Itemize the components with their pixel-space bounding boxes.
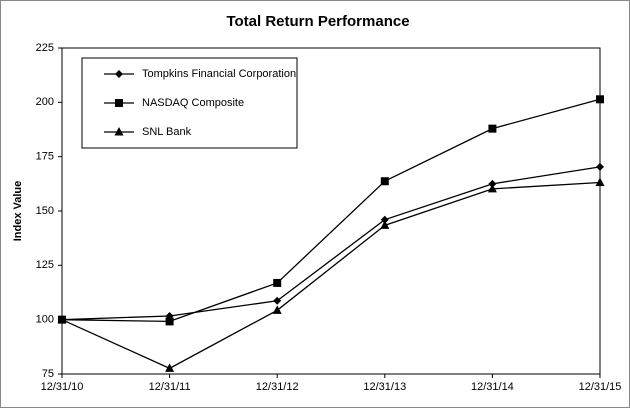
y-tick-label: 150 (36, 205, 54, 217)
data-point (596, 162, 604, 171)
y-tick-label: 100 (36, 314, 54, 326)
y-axis-label: Index Value (12, 181, 24, 242)
data-point (380, 177, 389, 186)
legend-label: NASDAQ Composite (142, 97, 244, 109)
legend-marker (115, 70, 123, 78)
data-point (487, 183, 497, 193)
data-point (595, 177, 605, 187)
x-tick-label: 12/31/15 (579, 381, 622, 393)
legend-label: SNL Bank (142, 126, 192, 138)
x-tick-label: 12/31/12 (256, 381, 299, 393)
data-point (57, 314, 67, 324)
data-point (273, 278, 282, 287)
x-tick-label: 12/31/10 (41, 381, 84, 393)
data-point (596, 95, 604, 104)
data-point (165, 363, 175, 372)
series-line (61, 181, 601, 370)
legend-marker (115, 99, 123, 107)
chart-title: Total Return Performance (226, 13, 409, 30)
series-line (61, 166, 601, 321)
y-tick-label: 175 (36, 151, 54, 163)
y-tick-label: 225 (36, 42, 54, 54)
data-point (273, 296, 282, 305)
y-tick-label: 200 (36, 96, 54, 108)
x-tick-label: 12/31/14 (471, 381, 514, 393)
legend-label: Tompkins Financial Corporation (142, 68, 296, 80)
data-point (272, 305, 282, 314)
y-tick-label: 75 (42, 368, 54, 380)
series-line (61, 98, 601, 323)
data-point (488, 124, 497, 133)
data-point (380, 220, 390, 229)
x-tick-label: 12/31/13 (363, 381, 406, 393)
x-tick-label: 12/31/11 (149, 381, 191, 393)
data-point (380, 215, 389, 224)
y-tick-label: 125 (36, 259, 54, 271)
data-point (165, 317, 174, 326)
legend-marker (114, 127, 124, 136)
